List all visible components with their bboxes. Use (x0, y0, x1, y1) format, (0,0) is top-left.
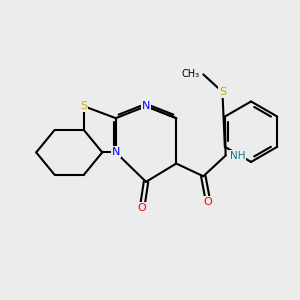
Text: N: N (142, 101, 150, 111)
Text: O: O (138, 203, 146, 213)
Text: S: S (219, 87, 226, 97)
Text: CH₃: CH₃ (181, 69, 199, 80)
Text: NH: NH (230, 151, 245, 160)
Text: N: N (112, 147, 120, 158)
Text: S: S (80, 101, 88, 111)
Text: O: O (204, 197, 212, 207)
